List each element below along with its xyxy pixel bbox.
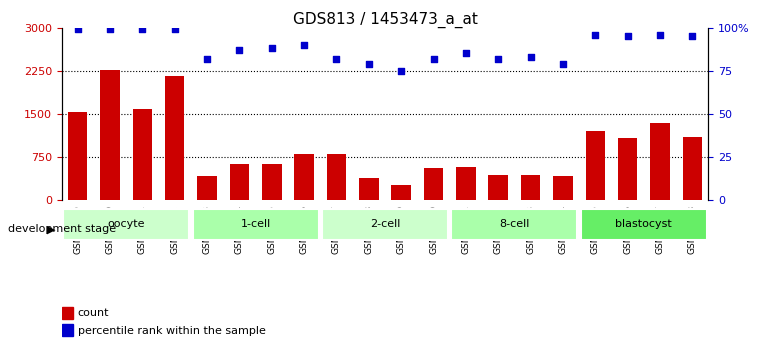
Bar <box>456 167 476 200</box>
Bar <box>62 324 73 336</box>
Bar <box>229 165 249 200</box>
Bar <box>682 137 702 200</box>
Text: count: count <box>78 308 109 318</box>
Bar <box>488 175 508 200</box>
Point <box>233 47 246 53</box>
Bar <box>262 165 282 200</box>
Bar <box>585 131 605 200</box>
Point <box>654 32 666 37</box>
Point <box>136 27 149 32</box>
Text: 2-cell: 2-cell <box>370 219 400 229</box>
Bar <box>650 123 670 200</box>
Bar <box>326 154 347 200</box>
Point <box>686 33 698 39</box>
Point <box>169 27 181 32</box>
Text: blastocyst: blastocyst <box>615 219 672 229</box>
FancyBboxPatch shape <box>581 209 707 240</box>
Point <box>395 68 407 73</box>
Point <box>298 42 310 48</box>
Point <box>266 46 278 51</box>
Text: 1-cell: 1-cell <box>240 219 271 229</box>
Text: 8-cell: 8-cell <box>499 219 530 229</box>
Bar <box>521 175 541 200</box>
Bar <box>553 176 573 200</box>
Point <box>363 61 375 67</box>
Bar <box>100 70 120 200</box>
Point <box>201 56 213 61</box>
Point <box>524 54 537 60</box>
Point <box>589 32 601 37</box>
Point <box>330 56 343 61</box>
FancyBboxPatch shape <box>322 209 448 240</box>
Bar <box>132 109 152 200</box>
Bar <box>197 176 217 200</box>
Bar <box>294 154 314 200</box>
Text: percentile rank within the sample: percentile rank within the sample <box>78 326 266 335</box>
Bar <box>359 178 379 200</box>
Bar <box>618 138 638 200</box>
Point <box>492 56 504 61</box>
Bar <box>424 168 444 200</box>
FancyBboxPatch shape <box>63 209 189 240</box>
Point <box>427 56 440 61</box>
FancyBboxPatch shape <box>192 209 319 240</box>
Point <box>460 51 472 56</box>
FancyBboxPatch shape <box>451 209 578 240</box>
Text: development stage: development stage <box>8 225 115 234</box>
Point <box>621 33 634 39</box>
Text: GDS813 / 1453473_a_at: GDS813 / 1453473_a_at <box>293 12 477 28</box>
Point <box>557 61 569 67</box>
Point <box>72 27 84 32</box>
Bar <box>165 77 185 200</box>
Bar <box>391 185 411 200</box>
Bar <box>68 112 88 200</box>
Point <box>104 27 116 32</box>
Text: oocyte: oocyte <box>108 219 145 229</box>
Bar <box>62 307 73 319</box>
Text: ▶: ▶ <box>47 225 55 234</box>
